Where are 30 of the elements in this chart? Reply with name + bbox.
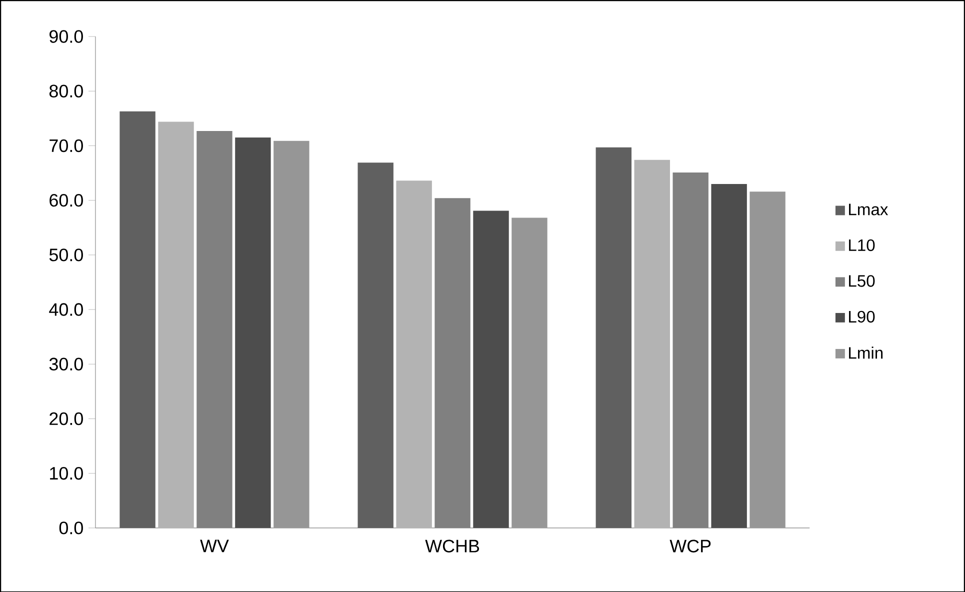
y-tick-label: 20.0 <box>50 412 83 425</box>
bar <box>396 180 432 528</box>
bar <box>634 160 670 528</box>
x-tick-label: WCP <box>670 540 711 552</box>
legend-label: Lmax <box>849 204 888 216</box>
bar <box>358 162 394 528</box>
bar <box>235 137 271 528</box>
y-tick-label: 0.0 <box>59 521 83 534</box>
bar <box>750 191 786 528</box>
y-tick-label: 10.0 <box>50 466 83 480</box>
y-tick-label: 80.0 <box>49 84 83 98</box>
y-tick-label: 50.0 <box>49 248 83 262</box>
y-tick-label: 40.0 <box>49 302 83 316</box>
bar <box>473 210 509 528</box>
x-tick-label: WCHB <box>425 540 480 552</box>
bar <box>512 218 548 528</box>
bar <box>596 147 632 528</box>
bar <box>158 122 194 528</box>
legend-label: Lmin <box>849 346 883 358</box>
y-tick-label: 30.0 <box>49 358 83 370</box>
bar <box>274 140 310 528</box>
legend-label: L90 <box>849 310 875 322</box>
legend-label: L50 <box>849 274 875 287</box>
y-tick-label: 70.0 <box>50 139 83 152</box>
y-tick-label: 90.0 <box>50 30 83 43</box>
legend-label: L10 <box>849 239 875 251</box>
bar <box>711 184 747 528</box>
bar <box>120 111 156 528</box>
x-tick-label: WV <box>200 540 229 552</box>
y-tick-label: 60.0 <box>50 194 83 206</box>
